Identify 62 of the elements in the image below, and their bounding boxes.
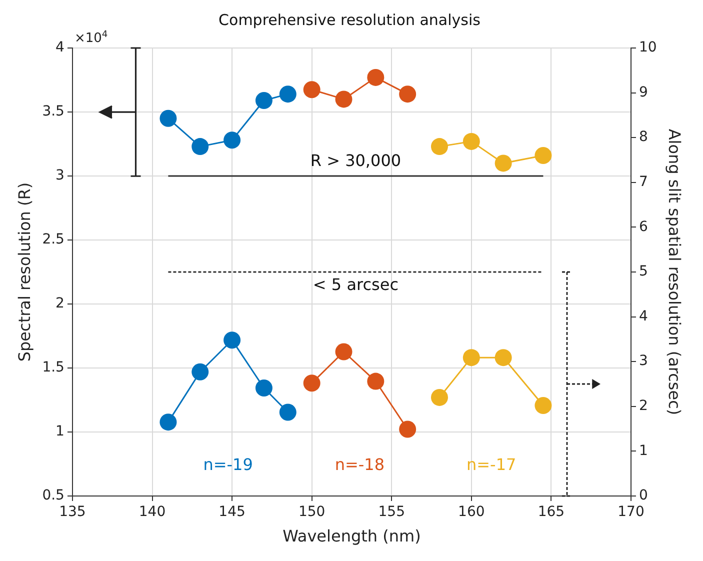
y2-tick-label: 1 [638, 442, 648, 459]
x-tick-label: 160 [458, 504, 485, 520]
y-tick-label: 3.5 [42, 104, 64, 120]
point [279, 86, 296, 103]
y2-tick-label: 6 [638, 218, 648, 235]
point [462, 132, 480, 150]
y-tick-label: 2.5 [42, 232, 64, 248]
y2-tick-label: 0 [638, 488, 648, 504]
point [303, 81, 320, 98]
y2-tick-label: 5 [638, 264, 648, 280]
y2-tick-label: 3 [638, 353, 648, 370]
point [224, 132, 241, 149]
point [224, 332, 241, 349]
y-axis-title: Spectral resolution (R) [14, 182, 34, 362]
point [494, 349, 512, 366]
point [367, 68, 384, 86]
point [160, 414, 177, 431]
text: n=-19 [203, 455, 253, 474]
y-tick-label: 4 [56, 40, 65, 56]
x-tick-label: 140 [138, 504, 166, 520]
y2-axis-title: Along slit spatial resolution (arcsec) [665, 128, 684, 416]
chart-title: Comprehensive resolution analysis [218, 10, 481, 29]
y-tick-label: 1.5 [42, 360, 64, 376]
ref-line-label: < 5 arcsec [312, 275, 398, 294]
y2-tick-label: 2 [638, 398, 648, 414]
y-tick-label: 1 [56, 424, 64, 440]
series-label: n=-18 [334, 455, 385, 474]
x-axis-title: Wavelength (nm) [282, 526, 421, 546]
point [430, 138, 448, 156]
y-tick-label: 0.5 [42, 488, 64, 504]
point [534, 397, 552, 414]
point [303, 374, 320, 392]
y2-tick-label: 4 [638, 308, 648, 324]
point [255, 380, 272, 397]
point [192, 363, 209, 380]
y-tick-label: 2 [56, 296, 64, 312]
point [192, 138, 209, 156]
x-tick-label: 165 [538, 504, 565, 520]
point [335, 90, 352, 108]
point [255, 92, 272, 109]
x-tick-label: 170 [618, 504, 644, 520]
point [367, 372, 384, 390]
y2-tick-label: 9 [638, 84, 648, 100]
y-tick-label: 3 [56, 168, 64, 184]
x-tick-label: 135 [59, 504, 86, 520]
point [399, 420, 416, 438]
point [462, 349, 480, 366]
y2-tick-label: 8 [638, 129, 648, 146]
point [399, 86, 416, 103]
point [279, 404, 296, 421]
y2-tick-label: 7 [638, 174, 648, 190]
point [494, 154, 512, 172]
ref-line-label: R > 30,000 [310, 151, 402, 170]
point [534, 147, 552, 164]
point [160, 110, 177, 127]
x-tick-label: 145 [218, 504, 246, 520]
x-tick-label: 150 [298, 504, 326, 520]
x-tick-label: 155 [378, 504, 405, 520]
y2-tick-label: 10 [638, 40, 657, 56]
point [335, 343, 352, 360]
point [430, 388, 448, 406]
text: n=-17 [466, 455, 516, 474]
